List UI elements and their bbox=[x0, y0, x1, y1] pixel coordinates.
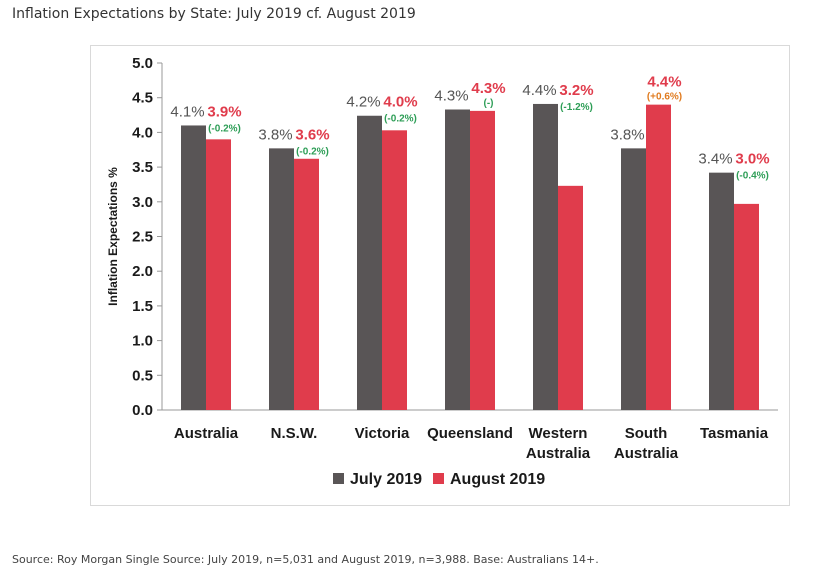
august-value-label: 4.3% bbox=[471, 80, 505, 97]
july-value-label: 4.4% bbox=[522, 82, 556, 99]
july-value-label: 3.4% bbox=[698, 151, 732, 168]
y-tick-label: 1.5 bbox=[132, 298, 153, 315]
bar-august-2019 bbox=[734, 203, 759, 410]
category-labels: Australia N.S.W. Victoria Queensland Western… bbox=[174, 425, 769, 462]
august-value-label: 3.9% bbox=[207, 103, 241, 120]
bar-august-2019 bbox=[470, 110, 495, 411]
bar-july-2019 bbox=[533, 103, 558, 411]
y-tick-label: 3.5 bbox=[132, 159, 153, 176]
y-tick-label: 4.5 bbox=[132, 90, 153, 107]
bar-august-2019 bbox=[206, 139, 231, 410]
july-value-label: 3.8% bbox=[258, 126, 292, 143]
july-value-label: 4.2% bbox=[346, 94, 380, 111]
change-label: (-0.4%) bbox=[736, 171, 769, 182]
y-tick-label: 4.0 bbox=[132, 124, 153, 141]
y-tick-label: 2.5 bbox=[132, 229, 153, 246]
y-tick-label: 5.0 bbox=[132, 55, 153, 72]
bar-july-2019 bbox=[445, 109, 470, 411]
category-label: Victoria bbox=[355, 425, 410, 442]
bar-august-2019 bbox=[294, 158, 319, 410]
legend: July 2019 August 2019 bbox=[333, 471, 545, 488]
y-tick-label: 0.0 bbox=[132, 402, 153, 419]
category-label: N.S.W. bbox=[271, 425, 318, 442]
category-label: Australia bbox=[174, 425, 239, 442]
change-label: (+0.6%) bbox=[647, 92, 682, 103]
legend-swatch bbox=[333, 473, 344, 484]
july-value-label: 4.3% bbox=[434, 87, 468, 104]
july-value-label: 4.1% bbox=[170, 103, 204, 120]
change-label: (-0.2%) bbox=[296, 146, 329, 157]
august-value-label: 3.2% bbox=[559, 82, 593, 99]
y-tick-label: 0.5 bbox=[132, 367, 153, 384]
bar-august-2019 bbox=[382, 130, 407, 410]
july-value-label: 3.8% bbox=[610, 126, 644, 143]
y-tick-label: 1.0 bbox=[132, 333, 153, 350]
legend-label: August 2019 bbox=[450, 471, 545, 488]
bar-july-2019 bbox=[181, 125, 206, 411]
inflation-bar-chart: 0.00.51.01.52.02.53.03.54.04.55.0 4.1% 3.… bbox=[106, 55, 778, 488]
bar-august-2019 bbox=[646, 104, 671, 410]
legend-label: July 2019 bbox=[350, 471, 422, 488]
category-label: Queensland bbox=[427, 425, 513, 442]
data-labels: 4.1% 3.9%(-0.2%) 3.8% 3.6%(-0.2%)4.2% 4.0%(-… bbox=[170, 74, 769, 182]
change-label: (-) bbox=[484, 98, 494, 109]
bar-august-2019 bbox=[558, 185, 583, 410]
bars bbox=[181, 103, 759, 411]
chart-frame bbox=[90, 45, 790, 506]
category-label: Tasmania bbox=[700, 425, 769, 442]
y-axis-title: Inflation Expectations % bbox=[106, 167, 120, 306]
change-label: (-0.2%) bbox=[208, 123, 241, 134]
bar-july-2019 bbox=[357, 115, 382, 410]
bar-july-2019 bbox=[709, 172, 734, 410]
bar-july-2019 bbox=[269, 148, 294, 410]
change-label: (-1.2%) bbox=[560, 102, 593, 113]
legend-swatch bbox=[433, 473, 444, 484]
august-value-label: 3.6% bbox=[295, 126, 329, 143]
august-value-label: 4.4% bbox=[647, 74, 681, 91]
category-label: Australia bbox=[526, 445, 591, 462]
bar-july-2019 bbox=[621, 148, 646, 410]
y-tick-label: 2.0 bbox=[132, 263, 153, 280]
category-label: Western bbox=[529, 425, 588, 442]
source-note: Source: Roy Morgan Single Source: July 2… bbox=[12, 553, 599, 566]
page-title: Inflation Expectations by State: July 20… bbox=[12, 6, 416, 22]
change-label: (-0.2%) bbox=[384, 114, 417, 125]
category-label: Australia bbox=[614, 445, 679, 462]
y-axis-ticks: 0.0 0.5 1.0 1.5 2.0 2.5 3.0 3.5 4.0 4.5 5.0 bbox=[132, 55, 778, 419]
y-tick-label: 3.0 bbox=[132, 194, 153, 211]
category-label: South bbox=[625, 425, 668, 442]
august-value-label: 4.0% bbox=[383, 94, 417, 111]
august-value-label: 3.0% bbox=[735, 151, 769, 168]
